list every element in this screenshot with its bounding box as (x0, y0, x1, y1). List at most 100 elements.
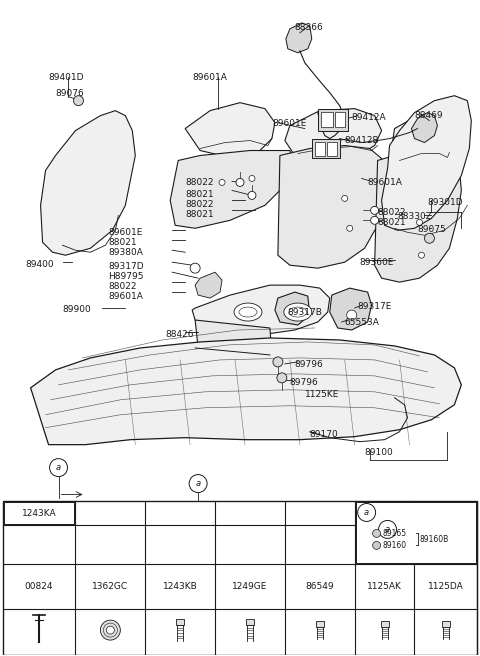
Text: 89317B: 89317B (288, 308, 323, 317)
Text: 88426: 88426 (165, 330, 194, 339)
Text: 89170: 89170 (310, 430, 338, 439)
Text: 89380A: 89380A (108, 248, 143, 257)
Text: 89401D: 89401D (48, 73, 84, 82)
Text: 1125AK: 1125AK (367, 583, 402, 591)
Text: 89360E: 89360E (360, 258, 394, 267)
Bar (315, 142, 325, 155)
Polygon shape (330, 288, 372, 330)
Circle shape (342, 195, 348, 201)
Bar (318, 109, 348, 131)
Polygon shape (195, 320, 272, 355)
Text: a: a (364, 508, 369, 517)
Text: 89165: 89165 (383, 529, 407, 538)
Text: 89075: 89075 (418, 225, 446, 234)
Text: 88021: 88021 (108, 238, 137, 247)
Text: 89400: 89400 (25, 260, 54, 269)
Circle shape (379, 520, 396, 539)
Text: 89160B: 89160B (420, 535, 449, 544)
Bar (335, 112, 345, 127)
Circle shape (424, 234, 434, 243)
Circle shape (49, 459, 68, 476)
Text: 89796: 89796 (290, 378, 319, 387)
Circle shape (417, 219, 422, 225)
Circle shape (371, 207, 379, 215)
Bar (327, 142, 336, 155)
Text: 89412B: 89412B (345, 136, 379, 144)
Text: 1243KA: 1243KA (22, 509, 56, 518)
Text: 89601E: 89601E (108, 228, 143, 237)
Circle shape (277, 373, 287, 383)
Text: 89317E: 89317E (358, 302, 392, 311)
Circle shape (100, 620, 120, 640)
Ellipse shape (234, 303, 262, 321)
Polygon shape (275, 292, 310, 325)
Circle shape (189, 474, 207, 493)
Bar (312, 138, 340, 159)
Circle shape (273, 357, 283, 367)
Bar (3, 501, 477, 655)
Text: 1249GE: 1249GE (232, 583, 268, 591)
Bar (316, 621, 324, 627)
Circle shape (248, 192, 256, 199)
Text: 89317D: 89317D (108, 262, 144, 271)
Circle shape (372, 529, 381, 537)
Text: 88366: 88366 (295, 23, 324, 32)
Ellipse shape (239, 307, 257, 317)
Circle shape (347, 225, 353, 232)
Circle shape (107, 626, 114, 634)
Circle shape (372, 541, 381, 549)
Circle shape (371, 216, 379, 224)
Bar (381, 621, 389, 627)
Polygon shape (278, 146, 384, 268)
Text: 89601E: 89601E (272, 119, 306, 128)
Text: 89160: 89160 (383, 541, 407, 550)
Polygon shape (31, 338, 461, 445)
Ellipse shape (284, 303, 312, 321)
Text: 88021: 88021 (185, 190, 214, 199)
Text: a: a (385, 525, 390, 534)
Text: 1362GC: 1362GC (92, 583, 129, 591)
Circle shape (249, 175, 255, 182)
Bar (176, 619, 184, 625)
Polygon shape (41, 111, 135, 255)
Text: 1125DA: 1125DA (428, 583, 464, 591)
Text: H89795: H89795 (108, 272, 144, 281)
Text: 1243KB: 1243KB (163, 583, 198, 591)
Text: 88022: 88022 (185, 178, 214, 188)
Ellipse shape (289, 307, 307, 317)
Polygon shape (192, 285, 330, 335)
Text: 88022: 88022 (378, 209, 406, 217)
Text: a: a (195, 479, 201, 488)
Text: 89900: 89900 (62, 305, 91, 314)
Bar (356, 502, 476, 564)
Text: 88021: 88021 (378, 218, 406, 228)
Text: 00824: 00824 (25, 583, 53, 591)
Polygon shape (374, 150, 461, 282)
Polygon shape (285, 109, 382, 161)
Text: 65553A: 65553A (345, 318, 380, 327)
Text: 88022: 88022 (185, 200, 214, 209)
Text: 89796: 89796 (295, 360, 324, 369)
Text: 89601A: 89601A (108, 292, 143, 301)
Polygon shape (392, 115, 452, 167)
Text: 89076: 89076 (56, 89, 84, 98)
Circle shape (73, 96, 84, 106)
Polygon shape (411, 113, 437, 142)
Polygon shape (286, 23, 312, 52)
Bar (442, 621, 450, 627)
Circle shape (358, 504, 376, 522)
Text: 88021: 88021 (185, 211, 214, 219)
Bar (246, 619, 254, 625)
Text: 88469: 88469 (415, 111, 443, 119)
Text: 88330Z: 88330Z (397, 213, 432, 221)
Text: 1125KE: 1125KE (305, 390, 339, 399)
Polygon shape (382, 96, 471, 230)
Text: 89601A: 89601A (192, 73, 227, 82)
Circle shape (236, 178, 244, 186)
Text: a: a (56, 463, 61, 472)
Text: 89601A: 89601A (368, 178, 403, 188)
Bar (321, 112, 333, 127)
Circle shape (347, 310, 357, 320)
Bar (4, 502, 74, 524)
Polygon shape (170, 150, 295, 228)
